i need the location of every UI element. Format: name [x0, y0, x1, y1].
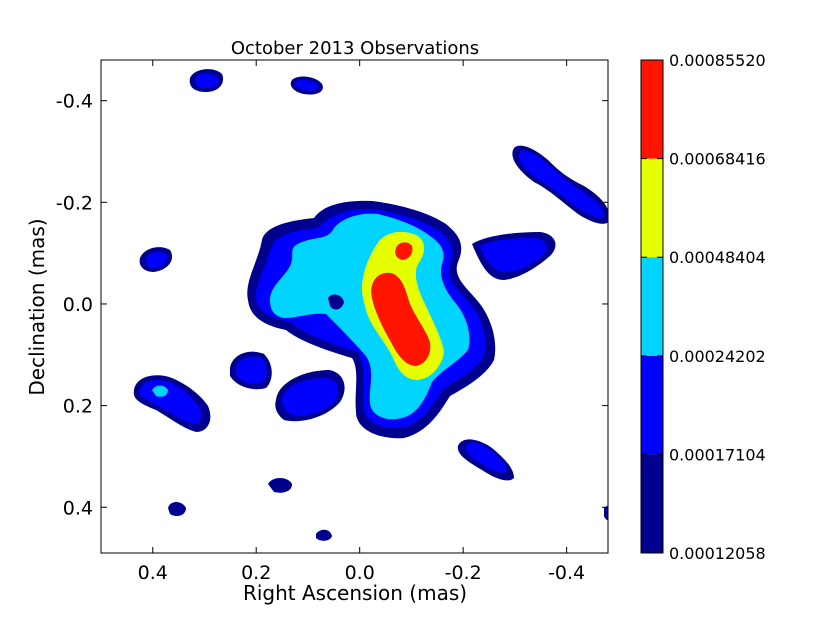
lower-mid-blob-blue — [282, 378, 338, 416]
core-red-knot — [395, 242, 413, 260]
y-tick-label: -0.2 — [56, 192, 93, 214]
colorbar-band — [641, 355, 663, 455]
colorbar-frame — [640, 59, 664, 554]
colorbar-label: 0.00012058 — [669, 544, 766, 563]
edge-blob — [604, 506, 608, 521]
lower-right-blob-blue — [465, 442, 507, 473]
right-blob-blue — [480, 238, 547, 272]
y-tick-label: -0.4 — [56, 91, 93, 113]
left-small-blob-blue — [145, 251, 168, 268]
x-tick-label: 0.4 — [138, 562, 168, 584]
contour-level-5 — [371, 242, 431, 366]
plot-area: 0.4 0.2 0.0 -0.2 -0.4 -0.4 -0.2 0.0 0.2 0.4 — [56, 59, 609, 584]
colorbar-label: 0.00048404 — [669, 248, 766, 267]
x-tick-label: -0.2 — [445, 562, 482, 584]
x-axis: 0.4 0.2 0.0 -0.2 -0.4 — [138, 60, 585, 584]
y-axis: -0.4 -0.2 0.0 0.2 0.4 — [56, 91, 608, 519]
colorbar-label: 0.00085520 — [669, 51, 766, 70]
top-blob-2-blue — [295, 79, 318, 91]
x-axis-label: Right Ascension (mas) — [243, 581, 467, 605]
colorbar-band — [641, 454, 663, 553]
x-tick-label: 0.2 — [241, 562, 271, 584]
y-axis-label: Declination (mas) — [25, 218, 49, 395]
colorbar-band — [641, 257, 663, 356]
colorbar-label: 0.00068416 — [669, 150, 766, 169]
y-tick-label: 0.0 — [63, 294, 93, 316]
upper-right-streak-blue — [518, 150, 604, 218]
mid-left-blob-blue — [236, 356, 267, 384]
top-blob-1-blue — [195, 73, 219, 88]
colorbar-label: 0.00024202 — [669, 347, 766, 366]
colorbar-band — [641, 158, 663, 258]
x-tick-label: 0.0 — [345, 562, 375, 584]
colorbar: 0.00012058 0.00017104 0.00024202 0.00048404… — [640, 51, 766, 563]
bottom-blob-3 — [316, 529, 332, 541]
core-red-main — [371, 272, 431, 366]
bottom-blob-2 — [168, 502, 186, 516]
y-tick-label: 0.2 — [63, 396, 93, 418]
colorbar-label: 0.00017104 — [669, 445, 766, 464]
inner-hole — [328, 294, 344, 310]
contour-fills — [133, 69, 608, 541]
y-tick-label: 0.4 — [63, 497, 93, 519]
colorbar-band — [641, 60, 663, 159]
x-tick-label: -0.4 — [548, 562, 585, 584]
plot-frame — [100, 59, 609, 554]
bottom-blob-1 — [268, 478, 292, 493]
chart-title: October 2013 Observations — [231, 38, 479, 59]
left-lower-cyan-spot — [152, 385, 168, 397]
